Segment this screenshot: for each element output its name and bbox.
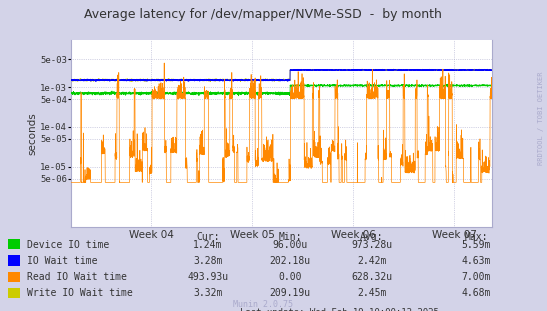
Text: Device IO time: Device IO time [27,240,109,250]
Text: Cur:: Cur: [196,232,219,242]
Text: 628.32u: 628.32u [351,272,393,282]
Text: IO Wait time: IO Wait time [27,256,98,266]
Text: 493.93u: 493.93u [187,272,229,282]
Text: Munin 2.0.75: Munin 2.0.75 [232,300,293,309]
Text: 2.42m: 2.42m [357,256,387,266]
Text: 3.28m: 3.28m [193,256,223,266]
Text: 3.32m: 3.32m [193,288,223,298]
Y-axis label: seconds: seconds [27,112,37,155]
Text: 1.24m: 1.24m [193,240,223,250]
Text: Max:: Max: [464,232,487,242]
Text: Write IO Wait time: Write IO Wait time [27,288,133,298]
Text: 0.00: 0.00 [278,272,301,282]
Text: RRDTOOL / TOBI OETIKER: RRDTOOL / TOBI OETIKER [538,72,544,165]
Text: 973.28u: 973.28u [351,240,393,250]
Text: 4.68m: 4.68m [461,288,491,298]
Text: 4.63m: 4.63m [461,256,491,266]
Text: 209.19u: 209.19u [269,288,311,298]
Text: 5.59m: 5.59m [461,240,491,250]
Text: Average latency for /dev/mapper/NVMe-SSD  -  by month: Average latency for /dev/mapper/NVMe-SSD… [84,8,441,21]
Text: 7.00m: 7.00m [461,272,491,282]
Text: Read IO Wait time: Read IO Wait time [27,272,127,282]
Text: Min:: Min: [278,232,301,242]
Text: 96.00u: 96.00u [272,240,307,250]
Text: Avg:: Avg: [360,232,383,242]
Text: Last update: Wed Feb 19 10:00:12 2025: Last update: Wed Feb 19 10:00:12 2025 [240,308,439,311]
Text: 202.18u: 202.18u [269,256,311,266]
Text: 2.45m: 2.45m [357,288,387,298]
